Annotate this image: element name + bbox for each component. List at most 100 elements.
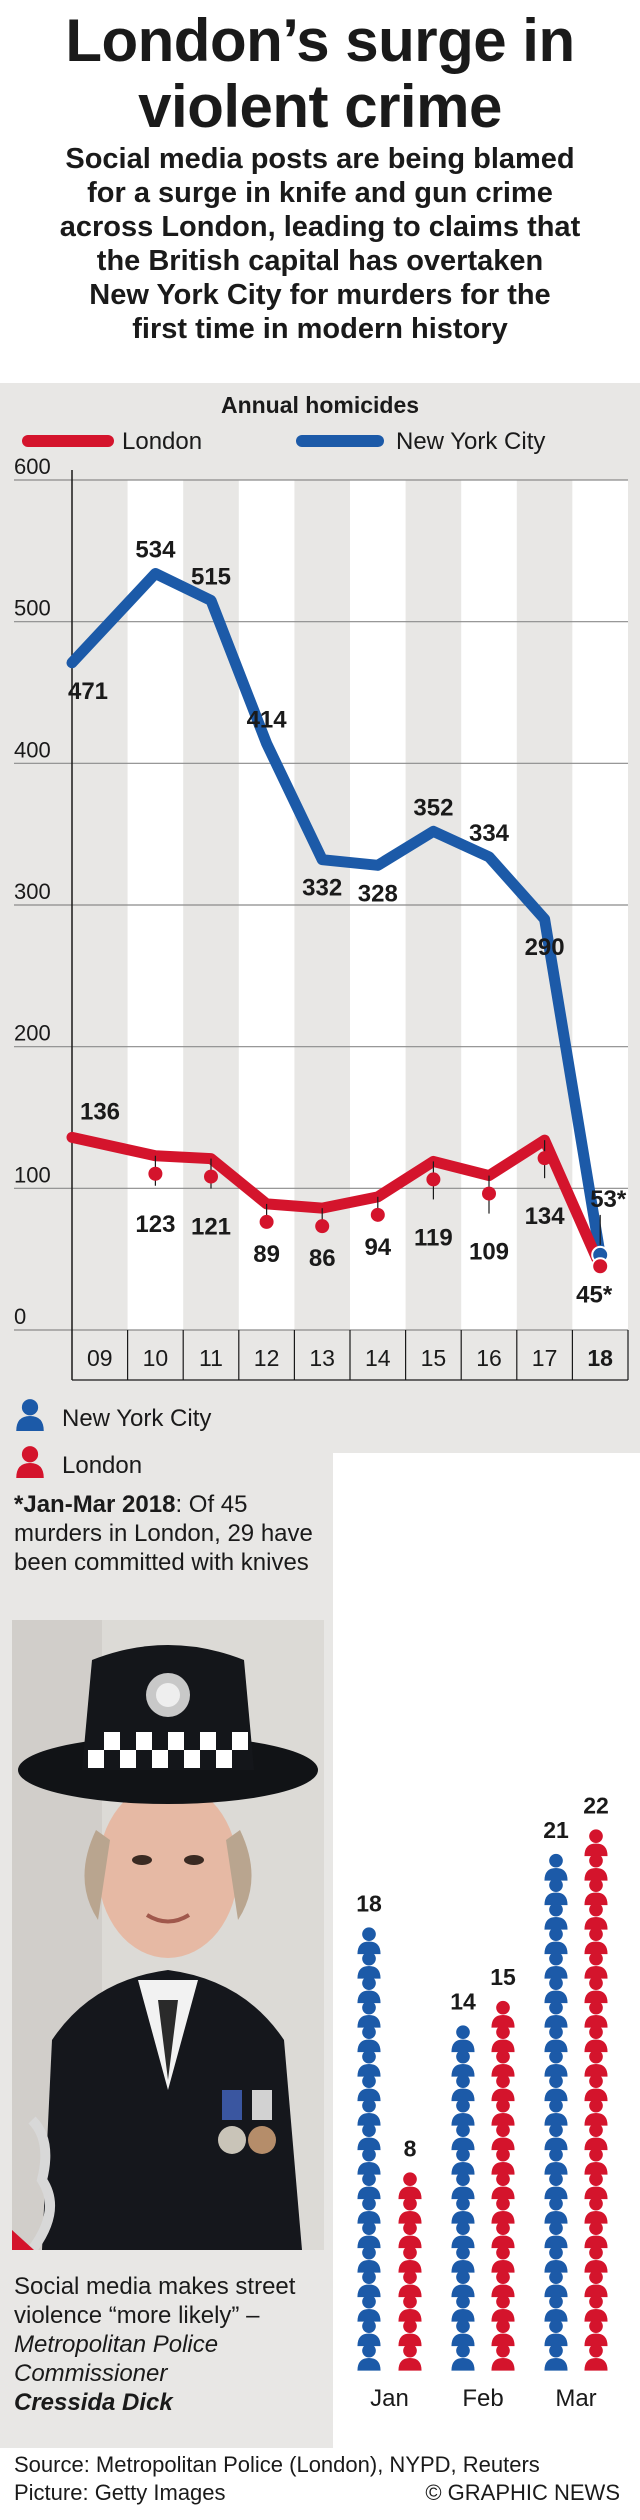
nyc-person-icon-head: [456, 2294, 470, 2309]
nyc-person-icon-head: [362, 2172, 376, 2186]
london-point: [259, 1214, 274, 1229]
quote-text: Social media makes street violence “more…: [14, 2273, 296, 2329]
nyc-person-icon-body: [544, 2284, 568, 2298]
london-month-value: 15: [490, 1964, 516, 1990]
nyc-person-icon-body: [451, 2064, 475, 2077]
london-person-icon-head: [496, 2343, 510, 2358]
london-person-icon-head: [589, 1976, 603, 1990]
nyc-person-icon-head: [362, 2098, 376, 2113]
nyc-person-icon-head: [362, 2221, 376, 2235]
y-tick-label: 100: [14, 1162, 51, 1187]
london-person-icon-body: [584, 1892, 608, 1906]
london-person-icon-head: [589, 2294, 603, 2309]
nyc-person-icon-body: [357, 2235, 381, 2249]
nyc-person-icon-body: [544, 1868, 568, 1881]
nyc-person-icon-head: [549, 1927, 563, 1941]
nyc-person-icon-body: [451, 2186, 475, 2200]
y-tick-label: 600: [14, 454, 51, 479]
nyc-month-value: 18: [356, 1891, 382, 1917]
nyc-person-icon-head: [549, 2049, 563, 2064]
london-person-icon-head: [589, 2270, 603, 2284]
london-person-icon-body: [491, 2039, 515, 2053]
london-person-icon-head: [403, 2196, 417, 2211]
nyc-person-icon-head: [456, 2098, 470, 2113]
nyc-data-label: 290: [525, 934, 565, 961]
nyc-person-icon-head: [456, 2049, 470, 2064]
nyc-data-label: 471: [68, 678, 108, 705]
london-point: [426, 1172, 441, 1187]
legend-nyc-icon-body: [16, 1416, 44, 1431]
nyc-data-label: 534: [135, 537, 176, 564]
nyc-person-icon-body: [544, 2260, 568, 2273]
legend-nyc-icon-head: [21, 1399, 39, 1416]
london-person-icon-head: [496, 2172, 510, 2186]
london-person-icon-head: [403, 2270, 417, 2284]
nyc-person-icon-head: [549, 1951, 563, 1966]
nyc-person-icon-body: [357, 2284, 381, 2298]
x-tick-label: 15: [421, 1345, 447, 1371]
subtitle-line: Social media posts are being blamed: [65, 143, 575, 175]
nyc-person-icon-body: [451, 2309, 475, 2322]
london-person-icon-body: [491, 2211, 515, 2224]
nyc-person-icon-head: [549, 2025, 563, 2039]
nyc-person-icon-body: [451, 2211, 475, 2224]
nyc-person-icon-head: [549, 2270, 563, 2284]
nyc-line: [66, 568, 606, 1261]
quote-name: Cressida Dick: [14, 2389, 173, 2416]
y-tick-label: 300: [14, 879, 51, 904]
london-person-icon-head: [589, 2098, 603, 2113]
london-person-icon-head: [589, 1853, 603, 1868]
nyc-person-icon-head: [549, 2343, 563, 2358]
london-data-label: 94: [364, 1234, 391, 1261]
nyc-person-icon-body: [451, 2113, 475, 2126]
london-person-icon-body: [398, 2333, 422, 2347]
london-person-icon-head: [403, 2343, 417, 2358]
nyc-person-icon-head: [456, 2245, 470, 2260]
nyc-person-icon-body: [544, 1941, 568, 1955]
london-data-label: 45*: [576, 1281, 613, 1308]
header: London’s surge in violent crime Social m…: [0, 0, 640, 383]
london-person-icon-body: [584, 1843, 608, 1857]
london-person-icon-body: [398, 2284, 422, 2298]
nyc-person-icon-body: [357, 1941, 381, 1955]
london-person-icon-body: [491, 2260, 515, 2273]
nyc-person-icon-body: [544, 1917, 568, 1930]
month-label: Jan: [370, 2385, 409, 2412]
y-tick-label: 0: [14, 1304, 26, 1329]
london-person-icon-head: [589, 1951, 603, 1966]
london-person-icon-body: [584, 2235, 608, 2249]
x-tick-label: 10: [143, 1345, 169, 1371]
london-person-icon-body: [584, 2358, 608, 2371]
nyc-person-icon-body: [544, 2088, 568, 2102]
nyc-person-icon-head: [549, 2294, 563, 2309]
month-label: Mar: [555, 2385, 596, 2412]
london-person-icon-head: [403, 2245, 417, 2260]
london-person-icon-head: [589, 2343, 603, 2358]
london-person-icon-body: [491, 2235, 515, 2249]
london-point: [537, 1151, 552, 1166]
nyc-person-icon-head: [362, 2123, 376, 2137]
london-data-label: 123: [135, 1211, 175, 1238]
footnote-text: : Of 45 murders in London, 29 have been …: [14, 1491, 313, 1576]
x-tick-label: 12: [254, 1345, 280, 1371]
london-person-icon-body: [584, 2211, 608, 2224]
london-data-label: 109: [469, 1239, 509, 1266]
nyc-data-label: 515: [191, 563, 231, 590]
london-person-icon-head: [589, 2196, 603, 2211]
nyc-person-icon-head: [549, 2172, 563, 2186]
london-person-icon-head: [403, 2221, 417, 2235]
nyc-person-icon-body: [451, 2235, 475, 2249]
nyc-data-label: 334: [469, 820, 510, 847]
london-person-icon-body: [584, 2284, 608, 2298]
nyc-person-icon-head: [549, 2098, 563, 2113]
london-person-icon-body: [491, 2284, 515, 2298]
london-person-icon-head: [496, 2025, 510, 2039]
nyc-person-icon-head: [549, 2196, 563, 2211]
london-person-icon-head: [589, 2123, 603, 2137]
nyc-person-icon-body: [544, 2015, 568, 2028]
london-person-icon-head: [403, 2172, 417, 2186]
london-person-icon-head: [589, 2221, 603, 2235]
nyc-person-icon-body: [451, 2088, 475, 2102]
london-person-icon-head: [589, 2000, 603, 2015]
london-data-label: 89: [253, 1241, 280, 1268]
